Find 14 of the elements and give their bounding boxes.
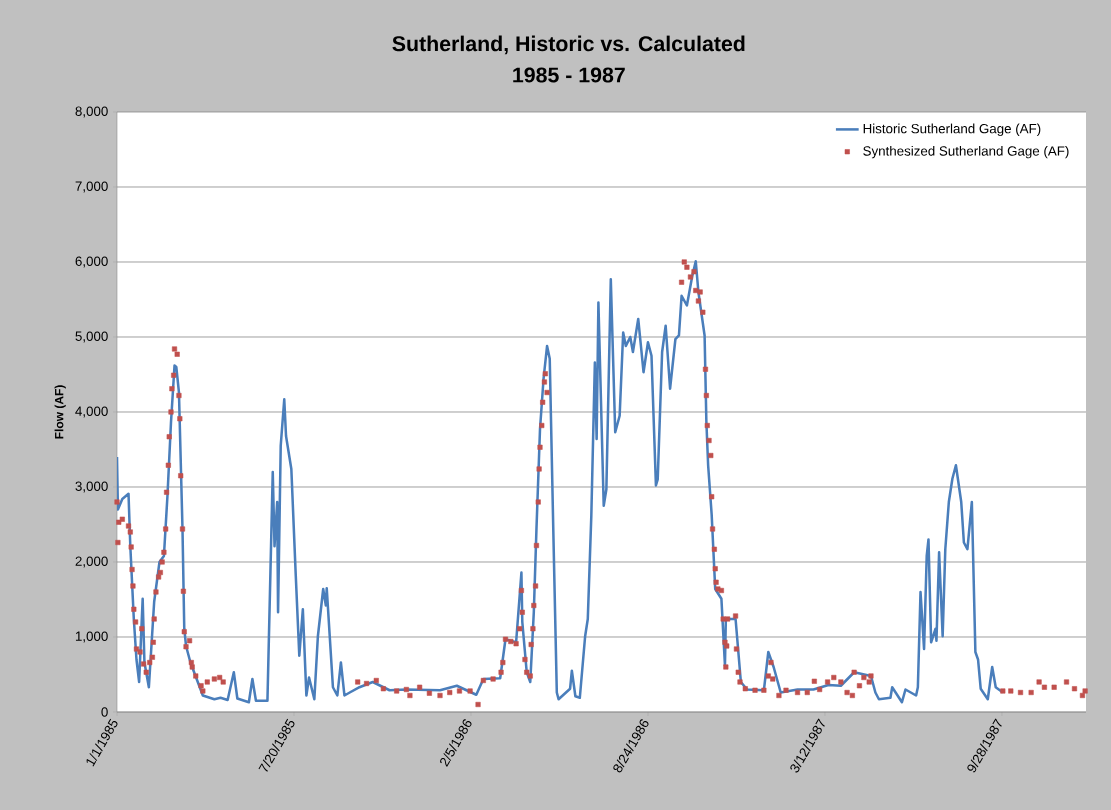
y-tick-label: 1,000 bbox=[75, 631, 108, 643]
chart-subtitle: 1985 - 1987 bbox=[513, 67, 625, 83]
legend-label: Synthesized Sutherland Gage (AF) bbox=[863, 145, 1069, 159]
chart-title: Sutherland, Historic vs. Calculated bbox=[392, 35, 745, 55]
y-tick-label: 2,000 bbox=[75, 556, 108, 568]
y-tick-label: 0 bbox=[101, 707, 108, 717]
y-tick-label: 7,000 bbox=[75, 181, 108, 193]
y-tick-label: 3,000 bbox=[75, 481, 108, 493]
y-tick-label: 8,000 bbox=[75, 106, 108, 118]
y-tick-label: 4,000 bbox=[75, 406, 108, 418]
y-tick-label: 6,000 bbox=[75, 256, 108, 268]
y-tick-label: 5,000 bbox=[75, 331, 108, 343]
y-axis-title: Flow (AF) bbox=[54, 385, 66, 439]
legend-label: Historic Sutherland Gage (AF) bbox=[863, 123, 1041, 137]
